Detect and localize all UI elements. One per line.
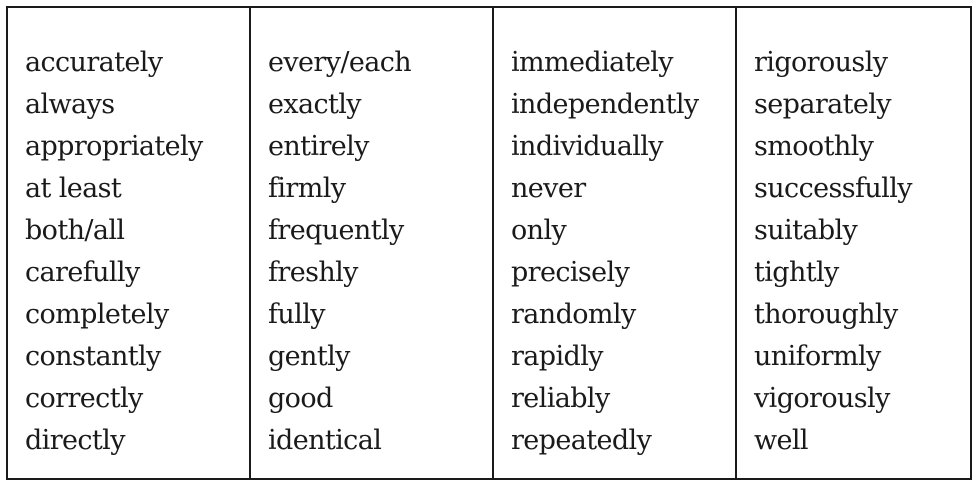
word-column-1: accurately always appropriately at least… (8, 8, 251, 478)
word-cell: every/each (268, 47, 412, 78)
word-cell: directly (25, 425, 125, 456)
word-cell: individually (511, 131, 664, 162)
word-column-4: rigorously separately smoothly successfu… (737, 8, 970, 478)
word-cell: carefully (25, 257, 140, 288)
word-cell: rapidly (511, 341, 604, 372)
word-cell: fully (268, 299, 326, 330)
word-cell: at least (25, 173, 122, 204)
word-table: accurately always appropriately at least… (6, 6, 972, 480)
word-cell: completely (25, 299, 169, 330)
word-cell: vigorously (754, 383, 890, 414)
word-cell: well (754, 425, 809, 456)
word-cell: correctly (25, 383, 143, 414)
word-cell: suitably (754, 215, 858, 246)
word-cell: smoothly (754, 131, 874, 162)
word-cell: rigorously (754, 47, 888, 78)
word-cell: accurately (25, 47, 163, 78)
word-cell: gently (268, 341, 350, 372)
word-cell: never (511, 173, 586, 204)
word-cell: separately (754, 89, 892, 120)
word-cell: appropriately (25, 131, 203, 162)
word-cell: immediately (511, 47, 674, 78)
word-cell: identical (268, 425, 382, 456)
word-cell: randomly (511, 299, 636, 330)
word-cell: successfully (754, 173, 912, 204)
word-cell: exactly (268, 89, 362, 120)
word-cell: firmly (268, 173, 346, 204)
word-cell: tightly (754, 257, 839, 288)
word-cell: only (511, 215, 567, 246)
word-column-3: immediately independently individually n… (494, 8, 737, 478)
word-cell: always (25, 89, 115, 120)
word-cell: entirely (268, 131, 369, 162)
word-cell: good (268, 383, 333, 414)
word-cell: uniformly (754, 341, 881, 372)
word-cell: reliably (511, 383, 610, 414)
word-cell: precisely (511, 257, 630, 288)
word-cell: both/all (25, 215, 125, 246)
word-cell: freshly (268, 257, 358, 288)
word-cell: frequently (268, 215, 404, 246)
word-cell: constantly (25, 341, 161, 372)
word-cell: repeatedly (511, 425, 652, 456)
word-cell: independently (511, 89, 699, 120)
word-cell: thoroughly (754, 299, 898, 330)
word-column-2: every/each exactly entirely firmly frequ… (251, 8, 494, 478)
